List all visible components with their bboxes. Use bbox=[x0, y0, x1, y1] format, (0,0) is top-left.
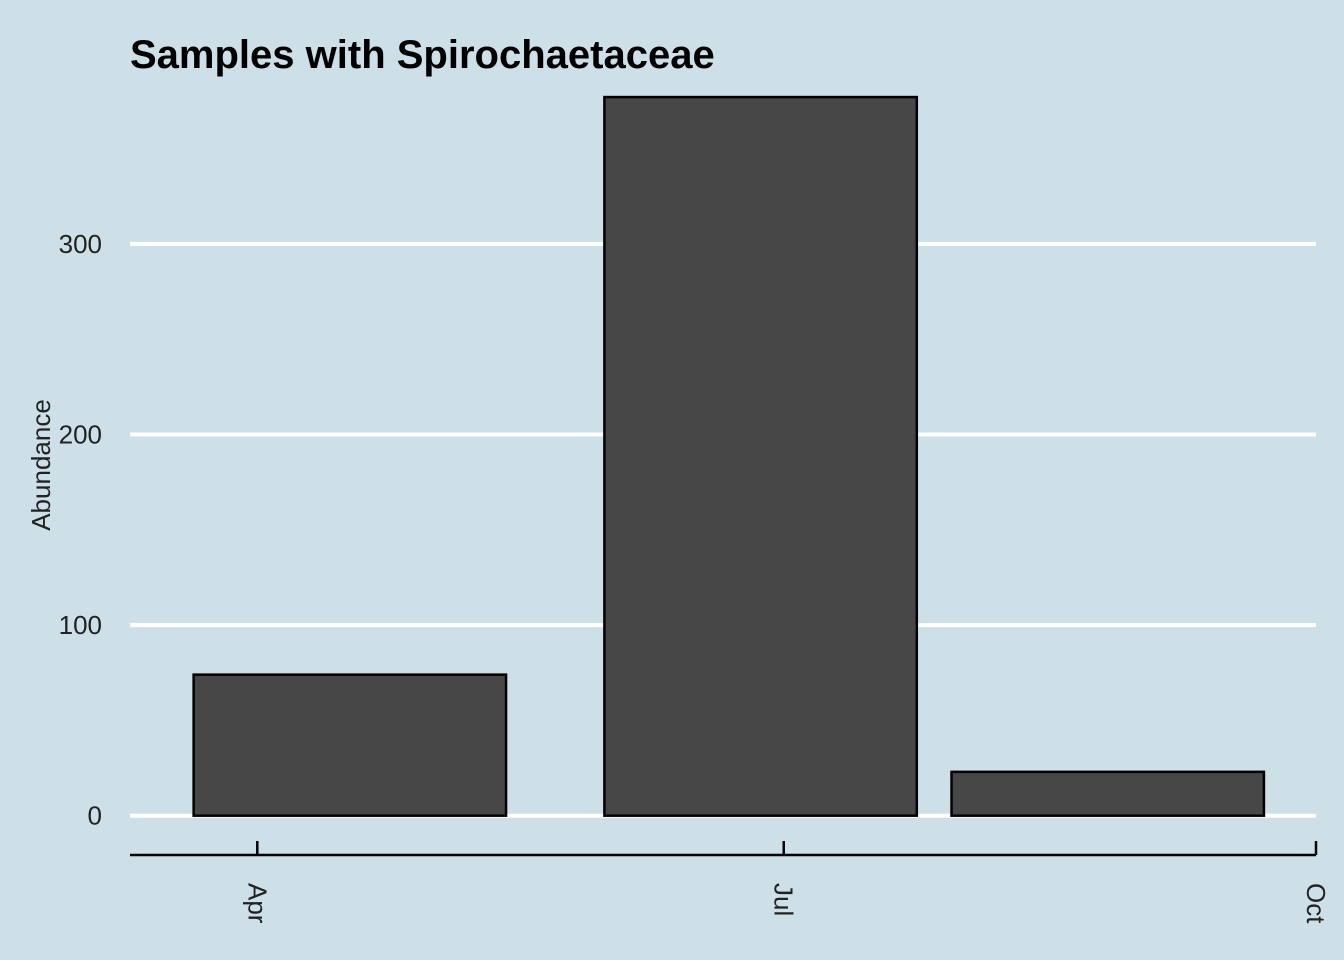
chart-title: Samples with Spirochaetaceae bbox=[130, 33, 715, 77]
y-tick-label-0: 0 bbox=[88, 801, 102, 831]
y-tick-label-300: 300 bbox=[59, 229, 102, 259]
y-tick-label-100: 100 bbox=[59, 610, 102, 640]
y-axis-title: Abundance bbox=[26, 399, 56, 531]
x-tick-label-apr: Apr bbox=[242, 883, 272, 924]
bar-3 bbox=[950, 770, 1266, 817]
x-tick-label-jul: Jul bbox=[769, 883, 799, 916]
bar-2 bbox=[603, 95, 919, 817]
y-tick-labels: 0 100 200 300 bbox=[59, 229, 102, 831]
x-tick-label-oct: Oct bbox=[1301, 883, 1331, 924]
x-axis bbox=[130, 841, 1318, 857]
y-tick-label-200: 200 bbox=[59, 419, 102, 449]
bar-1 bbox=[192, 673, 508, 817]
bars bbox=[192, 95, 1266, 817]
x-tick-labels: Apr Jul Oct bbox=[242, 883, 1331, 924]
